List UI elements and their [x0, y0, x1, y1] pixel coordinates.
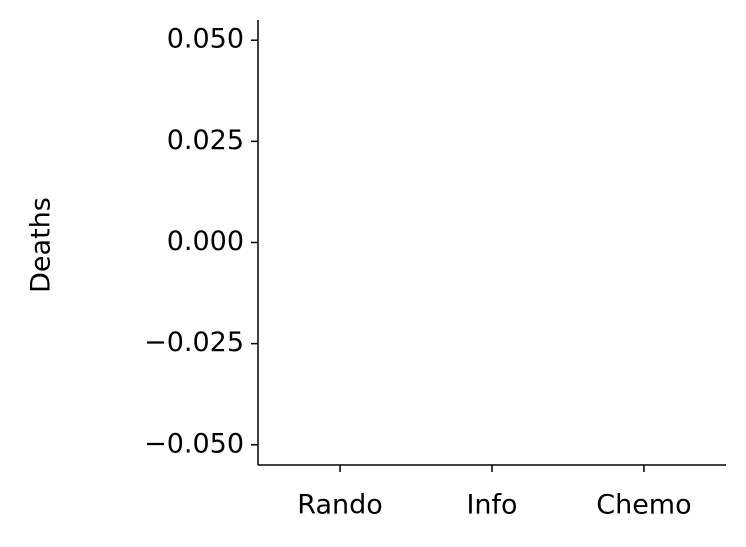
y-tick-label: −0.050	[144, 428, 244, 459]
y-tick-label: 0.050	[167, 24, 244, 55]
x-tick-label: Info	[466, 490, 517, 521]
y-tick-label: 0.025	[167, 125, 244, 156]
y-tick-label: 0.000	[167, 226, 244, 257]
y-axis-label: Deaths	[26, 197, 57, 293]
y-tick-label: −0.025	[144, 327, 244, 358]
x-tick-label: Chemo	[596, 490, 691, 521]
x-tick-label: Rando	[297, 490, 382, 521]
